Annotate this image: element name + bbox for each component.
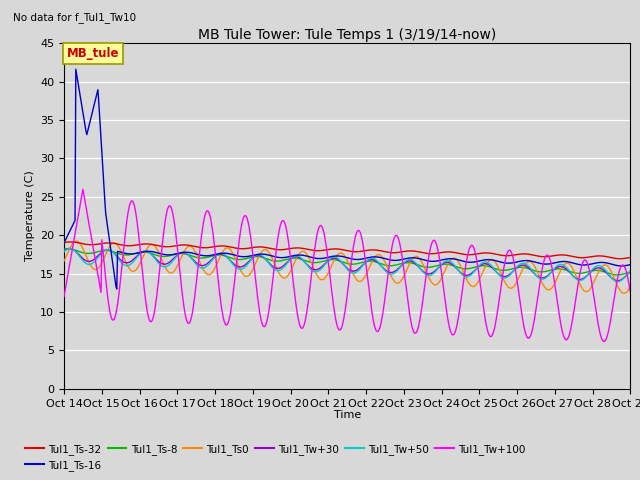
Tul1_Ts-32 xyxy=(187,243,195,249)
Tul1_Ts-16 xyxy=(418,256,426,262)
Tul1_Ts-32 xyxy=(417,250,425,255)
Tul1_Tw+100 xyxy=(70,235,78,241)
Tul1_Ts-32 xyxy=(616,256,624,262)
Legend: Tul1_Ts-32, Tul1_Ts-16, Tul1_Ts-8, Tul1_Ts0, Tul1_Tw+30, Tul1_Tw+50, Tul1_Tw+100: Tul1_Ts-32, Tul1_Ts-16, Tul1_Ts-8, Tul1_… xyxy=(21,439,530,475)
Tul1_Ts-16 xyxy=(435,258,442,264)
Tul1_Tw+50 xyxy=(433,266,441,272)
Tul1_Ts-16 xyxy=(70,219,78,225)
Tul1_Ts0 xyxy=(73,238,81,244)
Tul1_Tw+30 xyxy=(627,269,634,275)
Tul1_Ts-8 xyxy=(217,252,225,258)
Tul1_Ts-8 xyxy=(627,269,634,275)
Line: Tul1_Tw+100: Tul1_Tw+100 xyxy=(64,189,630,341)
Tul1_Tw+30 xyxy=(417,266,425,272)
Tul1_Ts-32 xyxy=(71,240,79,245)
Tul1_Ts-16 xyxy=(131,251,138,257)
Tul1_Tw+30 xyxy=(129,257,137,263)
Tul1_Ts0 xyxy=(70,239,78,245)
Tul1_Ts-8 xyxy=(64,246,72,252)
Tul1_Tw+100 xyxy=(79,186,87,192)
Tul1_Ts-16 xyxy=(60,240,68,246)
Tul1_Ts-8 xyxy=(129,251,137,257)
Tul1_Tw+30 xyxy=(60,248,68,254)
Tul1_Ts0 xyxy=(433,281,441,287)
Tul1_Tw+30 xyxy=(614,278,621,284)
Tul1_Tw+100 xyxy=(433,245,441,251)
Tul1_Ts0 xyxy=(627,284,634,289)
Tul1_Tw+30 xyxy=(187,254,195,260)
Tul1_Ts-8 xyxy=(60,246,68,252)
Tul1_Tw+50 xyxy=(67,246,74,252)
Tul1_Tw+30 xyxy=(71,248,79,254)
Line: Tul1_Ts-32: Tul1_Ts-32 xyxy=(64,242,630,259)
Y-axis label: Temperature (C): Temperature (C) xyxy=(24,170,35,262)
Tul1_Tw+50 xyxy=(71,248,79,254)
Tul1_Ts-8 xyxy=(433,263,441,268)
Title: MB Tule Tower: Tule Temps 1 (3/19/14-now): MB Tule Tower: Tule Temps 1 (3/19/14-now… xyxy=(198,28,497,42)
Line: Tul1_Tw+50: Tul1_Tw+50 xyxy=(64,249,630,282)
Tul1_Tw+100 xyxy=(60,294,68,300)
Tul1_Tw+30 xyxy=(433,266,441,272)
Tul1_Ts-32 xyxy=(433,251,441,256)
Line: Tul1_Tw+30: Tul1_Tw+30 xyxy=(64,249,630,281)
Tul1_Tw+100 xyxy=(217,299,225,305)
Tul1_Ts-32 xyxy=(67,239,75,245)
X-axis label: Time: Time xyxy=(333,410,361,420)
Tul1_Tw+100 xyxy=(600,338,607,344)
Tul1_Tw+50 xyxy=(187,255,195,261)
Tul1_Ts0 xyxy=(217,252,225,258)
Tul1_Ts0 xyxy=(187,244,195,250)
Tul1_Ts-32 xyxy=(627,254,634,260)
Tul1_Tw+100 xyxy=(417,311,425,317)
Tul1_Tw+100 xyxy=(627,289,634,295)
Tul1_Tw+50 xyxy=(627,267,634,273)
Tul1_Ts-16 xyxy=(72,66,79,72)
Tul1_Ts-32 xyxy=(217,243,225,249)
Tul1_Ts-16 xyxy=(627,262,634,267)
Tul1_Tw+50 xyxy=(614,279,621,285)
Tul1_Ts0 xyxy=(620,290,628,296)
Text: No data for f_Tul1_Tw10: No data for f_Tul1_Tw10 xyxy=(13,12,136,23)
Tul1_Tw+30 xyxy=(66,246,74,252)
Tul1_Tw+50 xyxy=(60,249,68,255)
Tul1_Ts-16 xyxy=(218,251,225,256)
Tul1_Ts-8 xyxy=(417,263,425,269)
Line: Tul1_Ts0: Tul1_Ts0 xyxy=(64,241,630,293)
Text: MB_tule: MB_tule xyxy=(67,47,119,60)
Tul1_Tw+50 xyxy=(129,259,137,264)
Tul1_Ts-16 xyxy=(188,250,195,256)
Tul1_Ts0 xyxy=(417,257,425,263)
Tul1_Ts0 xyxy=(129,268,137,274)
Tul1_Tw+50 xyxy=(217,251,225,256)
Tul1_Ts-8 xyxy=(187,252,195,258)
Tul1_Ts-32 xyxy=(129,242,137,248)
Tul1_Tw+100 xyxy=(187,317,195,323)
Tul1_Tw+50 xyxy=(417,266,425,272)
Line: Tul1_Ts-8: Tul1_Ts-8 xyxy=(64,249,630,275)
Tul1_Ts-16 xyxy=(113,286,120,292)
Tul1_Tw+30 xyxy=(217,251,225,257)
Tul1_Ts0 xyxy=(60,258,68,264)
Tul1_Tw+100 xyxy=(129,200,137,205)
Tul1_Ts-8 xyxy=(71,247,79,253)
Tul1_Ts-32 xyxy=(60,240,68,245)
Line: Tul1_Ts-16: Tul1_Ts-16 xyxy=(64,69,630,289)
Tul1_Ts-8 xyxy=(613,272,621,278)
